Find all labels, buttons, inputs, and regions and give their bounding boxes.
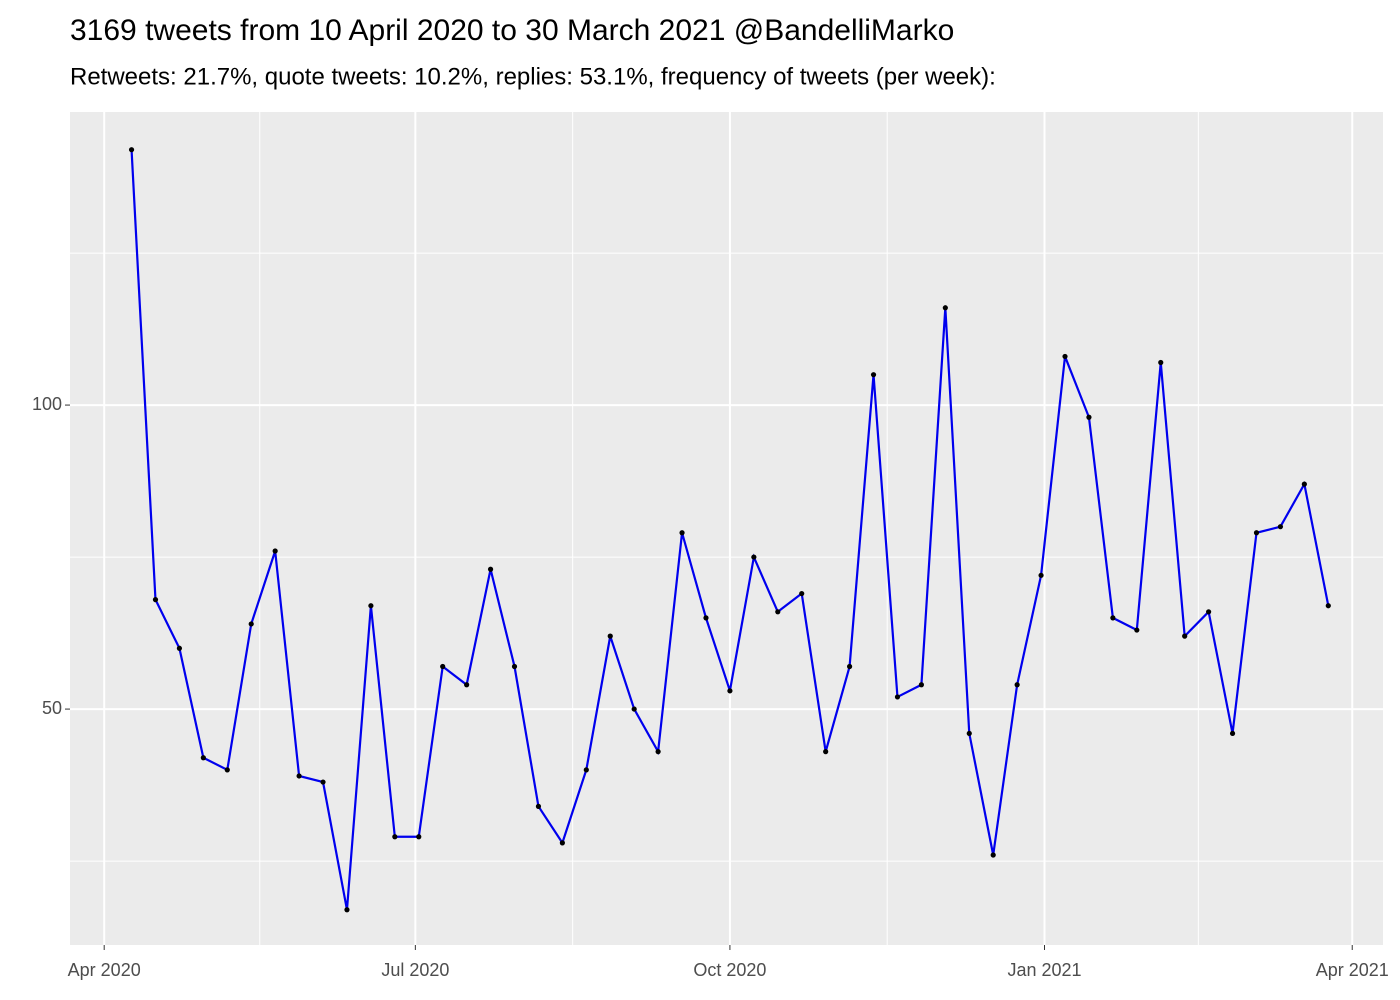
data-point: [751, 554, 757, 560]
data-point: [248, 621, 254, 627]
data-point: [1086, 414, 1092, 420]
data-point: [1229, 730, 1236, 737]
x-tick-label: Jul 2020: [381, 960, 449, 980]
data-point: [894, 694, 901, 700]
plot-panel: [70, 112, 1383, 945]
chart-title: 3169 tweets from 10 April 2020 to 30 Mar…: [70, 14, 954, 47]
data-point: [870, 372, 877, 378]
data-point: [152, 597, 159, 603]
data-point: [679, 530, 685, 536]
data-point: [1277, 524, 1284, 530]
chart-subtitle: Retweets: 21.7%, quote tweets: 10.2%, re…: [70, 63, 996, 90]
data-point: [990, 852, 996, 858]
data-point: [176, 645, 183, 651]
y-tick-label: 100: [32, 394, 62, 414]
data-point: [655, 749, 661, 755]
data-point: [583, 767, 589, 773]
data-point: [1182, 633, 1188, 639]
data-point: [1253, 530, 1260, 536]
data-point: [416, 834, 422, 840]
data-point: [607, 633, 613, 639]
data-point: [703, 615, 709, 621]
data-point: [320, 779, 326, 785]
data-point: [296, 773, 302, 779]
data-point: [846, 663, 853, 670]
x-tick-label: Apr 2021: [1316, 960, 1389, 980]
data-point: [918, 682, 924, 688]
data-point: [631, 706, 637, 712]
data-point: [559, 840, 565, 846]
x-tick-label: Apr 2020: [68, 960, 141, 980]
data-point: [1134, 627, 1140, 633]
data-point: [224, 767, 230, 773]
data-point: [535, 803, 542, 809]
data-point: [487, 566, 494, 572]
data-point: [1206, 609, 1212, 615]
data-point: [1062, 353, 1068, 360]
data-point: [775, 609, 781, 615]
data-point: [799, 590, 805, 597]
data-point: [942, 305, 948, 311]
y-tick-label: 50: [42, 698, 62, 718]
data-point: [1158, 359, 1164, 366]
data-point: [823, 749, 829, 755]
data-point: [368, 603, 374, 609]
data-point: [1325, 603, 1331, 609]
data-point: [464, 682, 470, 688]
data-point: [511, 663, 518, 670]
data-point: [1301, 481, 1307, 487]
data-point: [128, 147, 135, 153]
data-point: [344, 907, 350, 913]
data-point: [200, 755, 206, 761]
x-tick-label: Jan 2021: [1007, 960, 1081, 980]
data-point: [966, 730, 972, 737]
data-point: [272, 548, 278, 554]
data-point: [392, 834, 398, 840]
data-point: [727, 688, 733, 694]
data-point: [1110, 615, 1116, 621]
x-tick-label: Oct 2020: [693, 960, 766, 980]
data-point: [1038, 572, 1044, 578]
data-point: [1014, 682, 1020, 688]
data-point: [440, 663, 446, 670]
